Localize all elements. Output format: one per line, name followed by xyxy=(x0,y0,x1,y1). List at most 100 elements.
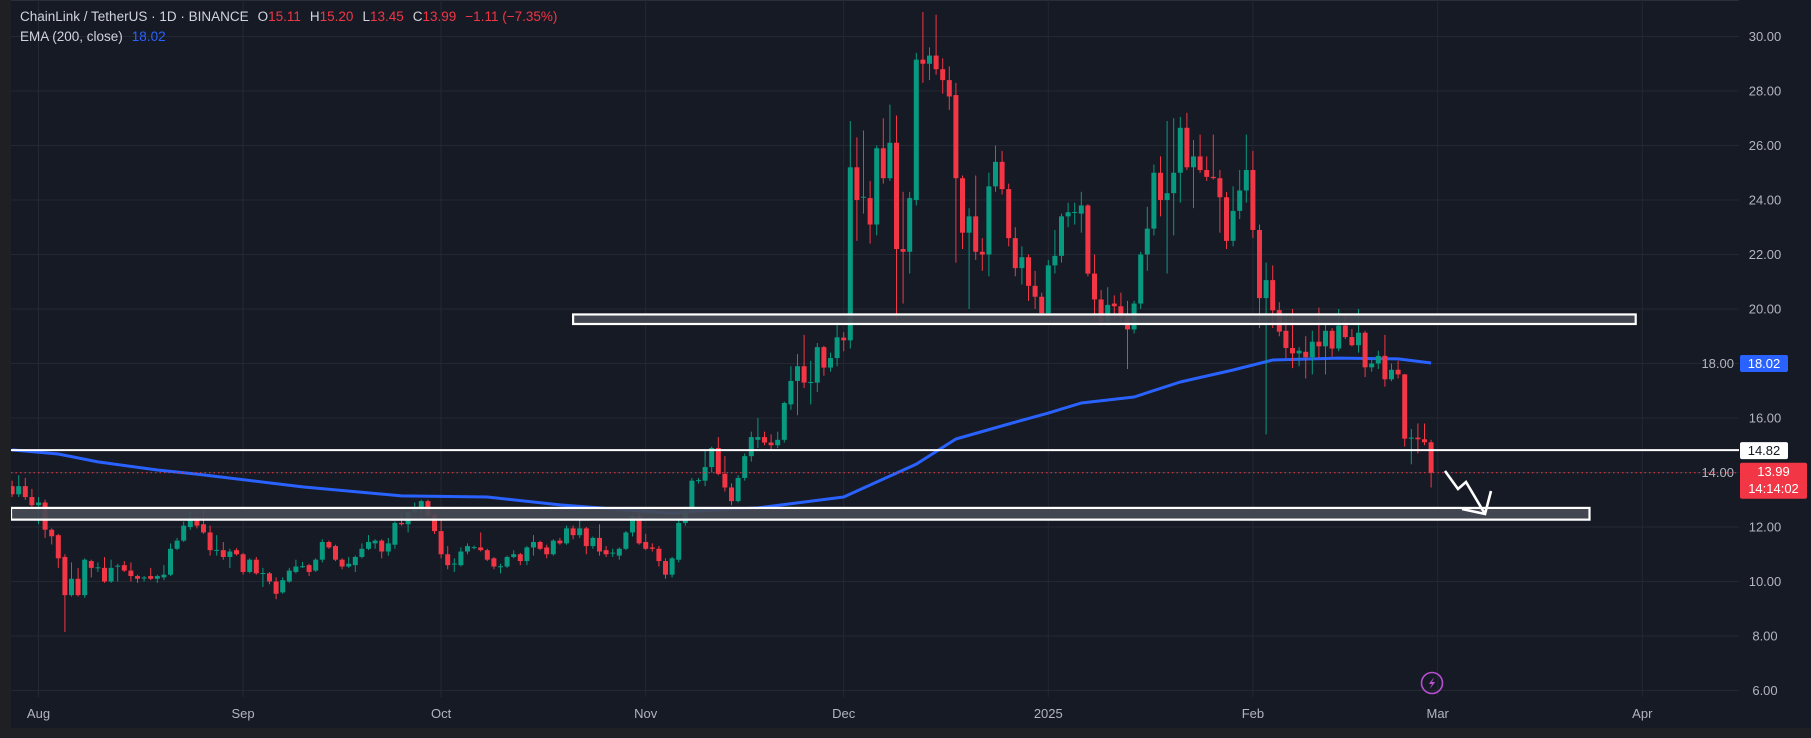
candle-up[interactable] xyxy=(742,453,748,481)
candle-up[interactable] xyxy=(451,558,457,572)
candle-down[interactable] xyxy=(10,480,15,498)
candle-up[interactable] xyxy=(293,559,299,574)
candle-down[interactable] xyxy=(1026,254,1031,301)
candle-up[interactable] xyxy=(616,547,622,560)
candle-up[interactable] xyxy=(808,360,814,405)
candle-down[interactable] xyxy=(207,525,213,556)
candle-up[interactable] xyxy=(814,343,820,393)
candle-down[interactable] xyxy=(1039,292,1045,315)
candle-down[interactable] xyxy=(1250,150,1256,239)
candle-up[interactable] xyxy=(1323,322,1328,375)
candle-down[interactable] xyxy=(597,524,602,556)
candle-down[interactable] xyxy=(517,552,523,566)
candle-up[interactable] xyxy=(913,52,919,206)
candle-down[interactable] xyxy=(603,546,609,557)
candle-up[interactable] xyxy=(280,577,286,594)
candle-up[interactable] xyxy=(1138,251,1144,309)
candle-up[interactable] xyxy=(471,545,477,550)
candle-down[interactable] xyxy=(1210,134,1216,180)
candle-down[interactable] xyxy=(1224,191,1229,250)
symbol-title[interactable]: ChainLink / TetherUS · 1D · BINANCE xyxy=(20,9,249,24)
candle-up[interactable] xyxy=(372,539,378,549)
candle-up[interactable] xyxy=(181,521,187,542)
candle-up[interactable] xyxy=(16,475,22,498)
candle-down[interactable] xyxy=(570,525,576,540)
candle-down[interactable] xyxy=(1197,134,1203,173)
candle-down[interactable] xyxy=(333,544,338,562)
candle-down[interactable] xyxy=(1382,334,1388,387)
candle-up[interactable] xyxy=(154,574,160,583)
candle-down[interactable] xyxy=(643,533,649,551)
candle-down[interactable] xyxy=(1184,112,1190,171)
candle-down[interactable] xyxy=(933,14,939,75)
ema-200-line[interactable] xyxy=(11,356,1432,515)
candle-up[interactable] xyxy=(834,323,840,367)
candle-down[interactable] xyxy=(128,562,134,582)
candle-down[interactable] xyxy=(234,548,239,556)
candle-down[interactable] xyxy=(1395,360,1401,379)
candle-up[interactable] xyxy=(907,191,913,274)
candle-down[interactable] xyxy=(722,456,728,492)
candle-up[interactable] xyxy=(1164,120,1170,274)
candle-up[interactable] xyxy=(1408,428,1414,465)
candle-down[interactable] xyxy=(649,543,655,552)
candle-up[interactable] xyxy=(260,567,266,587)
candle-down[interactable] xyxy=(75,567,81,597)
candle-down[interactable] xyxy=(379,539,385,559)
candle-down[interactable] xyxy=(478,532,484,552)
candle-down[interactable] xyxy=(854,137,860,241)
candle-down[interactable] xyxy=(445,546,451,570)
candle-down[interactable] xyxy=(1012,227,1018,277)
price-axis[interactable]: 30.00 28.00 26.00 24.00 22.00 20.00 18.00 16.00… xyxy=(1701,0,1811,698)
candle-down[interactable] xyxy=(1303,336,1309,379)
candle-up[interactable] xyxy=(214,535,220,556)
arrowhead-icon[interactable] xyxy=(1461,490,1493,516)
candle-up[interactable] xyxy=(887,104,893,181)
support-zone-rectangle[interactable] xyxy=(11,506,1591,521)
candle-down[interactable] xyxy=(663,558,668,579)
symbol-row[interactable]: ChainLink / TetherUS · 1D · BINANCE O 15.… xyxy=(20,7,557,27)
candle-down[interactable] xyxy=(1362,330,1368,378)
candle-down[interactable] xyxy=(1415,423,1421,454)
candle-down[interactable] xyxy=(102,556,107,583)
indicator-row[interactable]: EMA (200, close) 18.02 xyxy=(20,27,557,47)
candle-up[interactable] xyxy=(1263,262,1269,435)
candle-up[interactable] xyxy=(696,477,701,484)
candle-up[interactable] xyxy=(1171,118,1177,236)
candle-up[interactable] xyxy=(986,172,992,277)
candle-down[interactable] xyxy=(1329,328,1335,357)
candle-down[interactable] xyxy=(1006,183,1012,247)
candle-down[interactable] xyxy=(544,544,550,559)
candle-down[interactable] xyxy=(920,11,926,83)
candle-up[interactable] xyxy=(141,576,147,582)
candle-up[interactable] xyxy=(161,565,167,581)
candle-up[interactable] xyxy=(577,517,583,538)
candle-down[interactable] xyxy=(768,434,774,451)
candle-up[interactable] xyxy=(564,525,569,545)
candle-up[interactable] xyxy=(1177,116,1183,203)
candle-up[interactable] xyxy=(504,555,510,568)
candle-up[interactable] xyxy=(1243,134,1249,203)
candle-up[interactable] xyxy=(385,537,391,556)
candle-up[interactable] xyxy=(115,563,121,582)
candle-up[interactable] xyxy=(1045,259,1051,315)
candle-up[interactable] xyxy=(108,559,114,583)
candle-up[interactable] xyxy=(1296,347,1302,367)
candle-down[interactable] xyxy=(821,345,827,376)
candle-up[interactable] xyxy=(735,475,741,503)
candle-up[interactable] xyxy=(174,537,180,551)
candle-up[interactable] xyxy=(313,558,319,572)
candle-up[interactable] xyxy=(319,539,325,563)
candle-up[interactable] xyxy=(874,145,880,236)
candle-down[interactable] xyxy=(999,150,1005,195)
candle-down[interactable] xyxy=(1422,423,1427,446)
candle-up[interactable] xyxy=(1369,358,1375,372)
candle-down[interactable] xyxy=(339,558,345,570)
candle-down[interactable] xyxy=(306,563,312,577)
candle-up[interactable] xyxy=(1019,246,1025,285)
candle-up[interactable] xyxy=(702,449,708,487)
candle-down[interactable] xyxy=(1349,328,1355,347)
candle-up[interactable] xyxy=(993,145,998,192)
candle-down[interactable] xyxy=(326,540,332,549)
